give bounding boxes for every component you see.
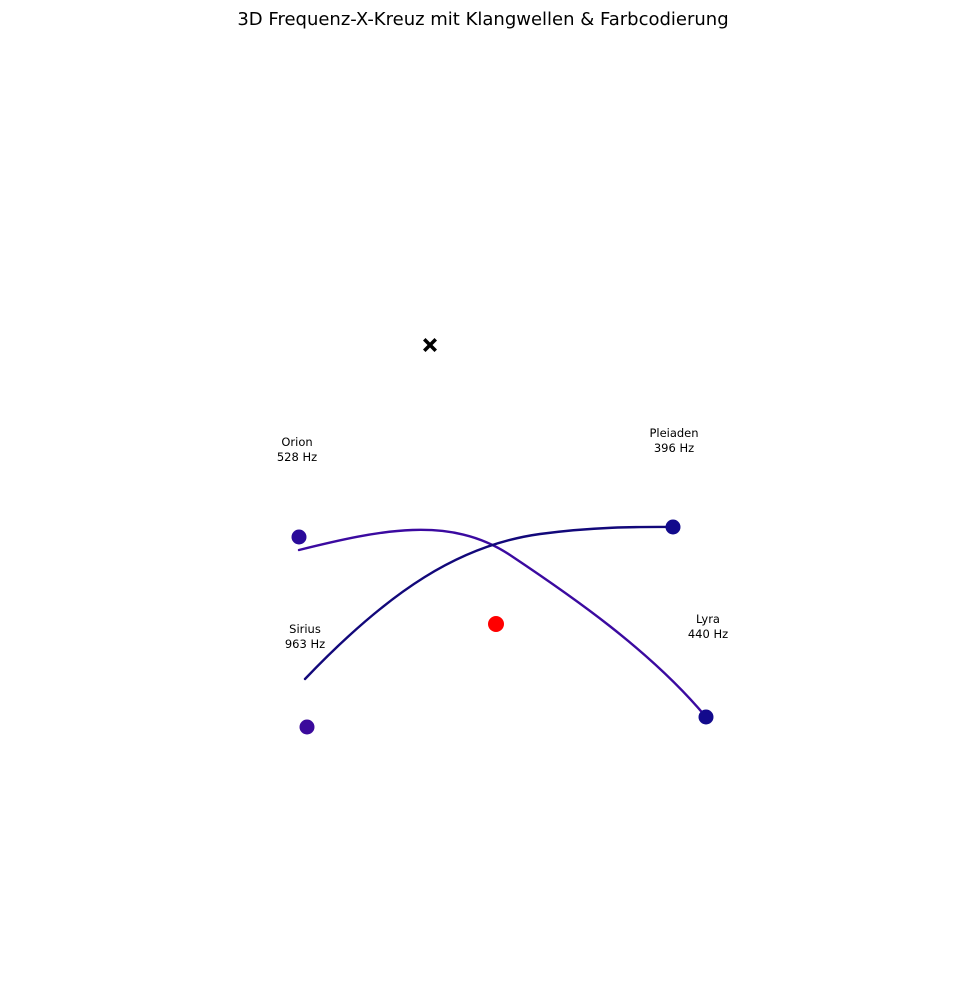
node-point-sirius: [299, 719, 315, 735]
wave-orion-lyra: [297, 528, 708, 719]
node-point-orion: [291, 529, 307, 545]
node-frequency-pleiaden: 396 Hz: [654, 441, 694, 455]
node-point-pleiaden: [665, 519, 681, 535]
node-point-lyra: [698, 709, 714, 725]
node-frequency-sirius: 963 Hz: [285, 637, 325, 651]
marker-layer: [423, 338, 504, 632]
node-frequency-lyra: 440 Hz: [688, 627, 728, 641]
focus-point: [488, 616, 504, 632]
chart-title: 3D Frequenz-X-Kreuz mit Klangwellen & Fa…: [237, 9, 728, 30]
wave-layer: [297, 525, 708, 719]
node-name-pleiaden: Pleiaden: [649, 426, 698, 440]
node-frequency-orion: 528 Hz: [277, 450, 317, 464]
node-layer: [291, 519, 714, 735]
wave-sirius-pleiaden: [303, 525, 675, 681]
center-x-marker: [423, 338, 437, 352]
node-name-orion: Orion: [281, 435, 312, 449]
node-name-sirius: Sirius: [289, 622, 321, 636]
node-name-lyra: Lyra: [696, 612, 720, 626]
